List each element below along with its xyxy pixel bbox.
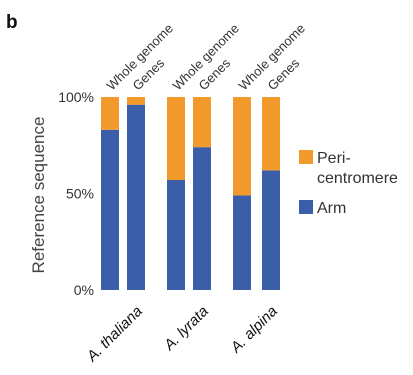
legend-label: Arm (317, 200, 346, 217)
bar-segment-arm (193, 147, 211, 290)
bars (101, 97, 280, 290)
bar-segment-pericentromere (262, 97, 280, 171)
bar-segment-arm (127, 104, 145, 290)
bar-segment-pericentromere (167, 97, 185, 180)
category-label: A. lyrata (160, 303, 212, 355)
bar-segment-arm (233, 195, 251, 290)
y-tick-label: 0% (74, 282, 94, 298)
bar-segment-arm (262, 170, 280, 290)
bar-segment-pericentromere (193, 97, 211, 148)
bar-segment-pericentromere (101, 97, 119, 130)
category-label: A. alpina (227, 303, 281, 357)
legend-label: Peri- (317, 150, 351, 167)
y-tick-label: 50% (66, 186, 94, 202)
legend-swatch (299, 200, 313, 214)
y-axis-title: Reference sequence (29, 117, 48, 274)
bar-segment-pericentromere (127, 97, 145, 105)
category-labels: A. thaliana A. lyrata A. alpina (83, 303, 281, 366)
category-label: A. thaliana (83, 303, 146, 366)
bar-segment-arm (167, 179, 185, 290)
legend-swatch (299, 150, 313, 164)
bar-segment-pericentromere (233, 97, 251, 196)
legend-label: centromere (317, 170, 398, 187)
bar-segment-arm (101, 129, 119, 290)
panel-label: b (6, 12, 18, 33)
y-tick-label: 100% (58, 89, 94, 105)
y-axis-ticks: 0% 50% 100% (58, 89, 94, 298)
legend: Peri-centromere Arm (299, 150, 398, 217)
